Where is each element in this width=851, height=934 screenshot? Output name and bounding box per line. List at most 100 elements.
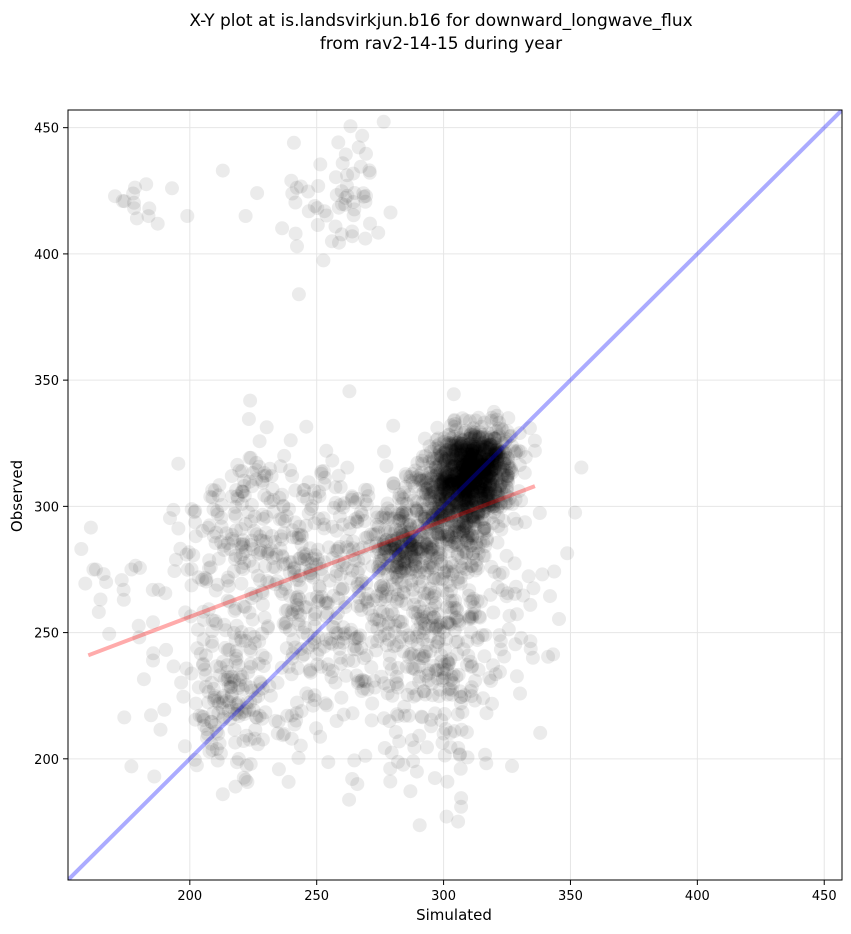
data-point [466,493,481,507]
data-point [457,493,472,507]
data-point [465,478,480,493]
data-point [453,484,468,499]
data-point [408,551,423,566]
data-point [475,457,490,472]
data-point [483,474,498,488]
data-point [479,470,494,485]
data-point [455,476,470,491]
data-point [463,467,478,482]
data-point [439,466,454,480]
data-point [421,673,436,688]
data-point [447,522,462,537]
data-point [437,435,452,449]
data-point [481,498,496,513]
data-point [417,586,432,601]
data-point [481,469,496,484]
data-point [475,505,490,520]
data-point [468,441,482,456]
data-point [442,450,456,465]
data-point [480,459,495,474]
data-point [428,484,443,499]
data-point [488,436,503,451]
data-point [455,501,470,516]
data-point [472,443,487,458]
data-point [493,496,508,511]
data-point [478,477,492,492]
data-point [242,732,257,747]
data-point [437,489,452,504]
data-point [233,630,248,645]
data-point [426,515,441,530]
data-point [473,488,488,503]
data-point [423,479,438,494]
data-point [436,497,450,512]
data-point [490,487,505,502]
data-point [426,485,441,500]
data-point [467,514,482,529]
data-point [460,469,475,484]
data-point [439,467,454,482]
data-point [458,486,473,501]
data-point [474,419,489,434]
data-point [358,748,373,763]
data-point [461,485,476,499]
data-point [469,477,484,492]
data-point [448,447,463,462]
data-point [474,490,489,505]
data-point [460,464,475,479]
data-point [546,647,561,662]
data-point [463,437,477,451]
data-point [484,465,499,480]
data-point [501,411,516,426]
data-point [472,470,487,485]
data-point [454,439,469,454]
data-point [505,497,520,511]
data-point [477,462,492,476]
data-point [432,499,447,514]
data-point [463,509,478,524]
data-point [499,548,514,563]
data-point [491,471,506,486]
data-point [499,495,514,509]
data-point [475,486,490,501]
data-point [479,533,494,548]
data-point [473,464,488,479]
data-point [91,605,106,619]
data-point [457,443,472,458]
data-point [446,486,461,501]
data-point [452,494,467,509]
data-point [432,444,447,459]
data-point [464,452,479,467]
data-point [382,632,397,647]
data-point [452,485,467,500]
data-point [417,511,432,526]
data-point [150,216,165,231]
data-point [503,461,518,476]
data-point [478,476,493,491]
data-point [409,501,424,516]
data-point [242,605,257,620]
data-point [289,713,304,728]
data-point [288,226,303,241]
data-point [468,413,483,428]
data-point [460,657,474,672]
data-point [467,448,482,463]
data-point [459,457,474,472]
data-point [465,464,480,479]
data-point [402,534,417,549]
data-point [484,470,499,485]
data-point [458,458,473,473]
data-point [461,459,476,474]
data-point [432,472,447,487]
data-point [473,477,488,492]
data-point [441,487,456,502]
data-point [354,505,368,519]
data-point [266,504,281,519]
data-point [532,506,547,520]
data-point [432,496,447,510]
data-point [463,426,478,441]
data-point [249,455,264,470]
data-point [472,430,487,445]
data-point [415,509,430,524]
data-point [434,476,449,491]
